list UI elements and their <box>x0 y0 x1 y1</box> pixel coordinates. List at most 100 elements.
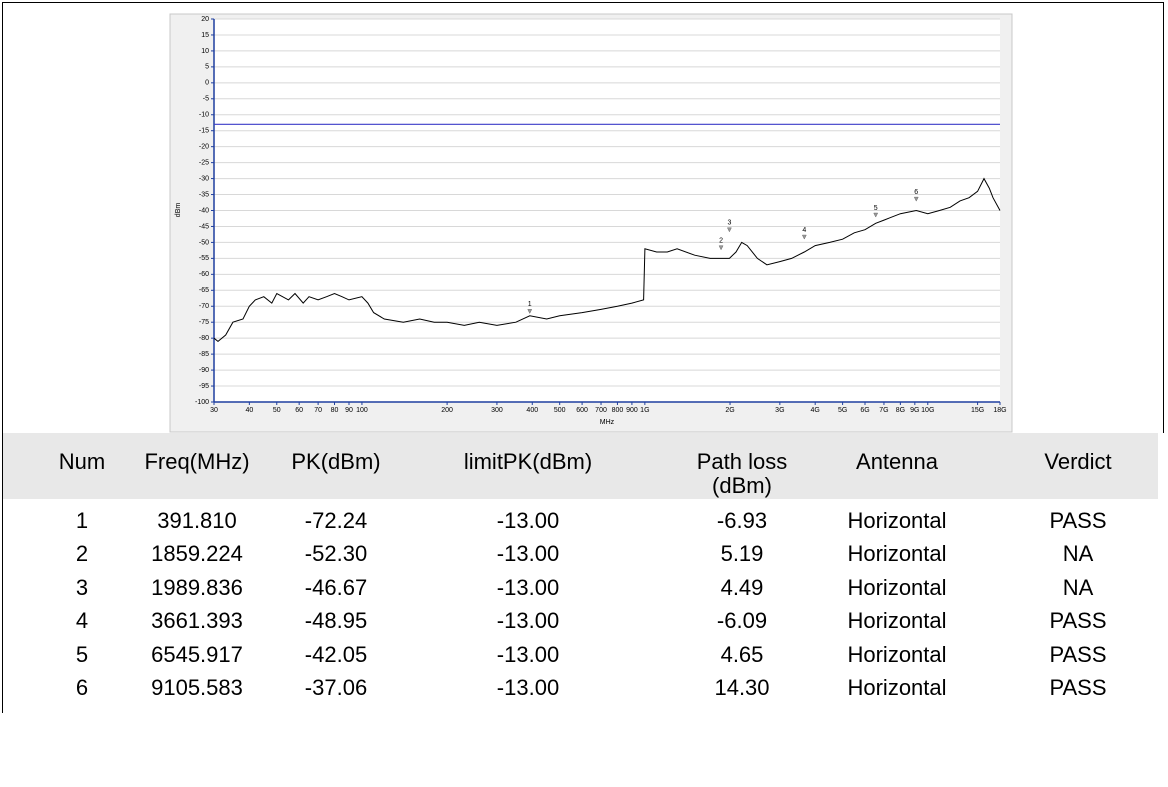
table-cell: -46.67 <box>304 574 368 600</box>
y-tick-label: -40 <box>199 207 209 214</box>
x-tick-label: 1G <box>640 407 649 414</box>
y-tick-label: -95 <box>199 383 209 390</box>
y-tick-label: -10 <box>199 112 209 119</box>
y-tick-label: 0 <box>205 80 209 87</box>
y-tick-label: -70 <box>199 303 209 310</box>
marker <box>801 234 807 240</box>
marker-label: 4 <box>802 227 806 234</box>
table-cell: Verdict <box>1044 449 1112 474</box>
y-tick-label: -90 <box>199 367 209 374</box>
table-cell: Num <box>58 449 106 474</box>
table-cell: -6.09 <box>716 608 768 634</box>
marker <box>527 309 533 314</box>
marker-label: 6 <box>914 189 918 196</box>
x-tick-label: 8G <box>896 407 905 414</box>
x-tick-label: 9G <box>910 407 919 414</box>
table-cell: 4.65 <box>720 641 764 667</box>
y-tick-label: -35 <box>199 191 209 198</box>
table-cell: 9105.583 <box>151 675 243 700</box>
table-header <box>3 433 1158 499</box>
x-tick-label: 200 <box>441 407 453 414</box>
table-cell: -52.30 <box>304 541 368 567</box>
y-tick-label: -15 <box>199 128 209 135</box>
marker-label: 2 <box>719 238 723 245</box>
table-cell: Horizontal <box>847 641 947 667</box>
y-tick-label: -100 <box>195 399 209 406</box>
y-tick-label: -50 <box>199 239 209 246</box>
table-cell: 6545.917 <box>151 641 243 667</box>
table-cell: Horizontal <box>847 574 947 600</box>
x-tick-label: 100 <box>356 407 368 414</box>
table-cell: PASS <box>1049 608 1107 634</box>
table-cell: PASS <box>1049 508 1107 533</box>
x-tick-label: 18G <box>993 407 1006 414</box>
table-cell: -13.00 <box>496 541 560 567</box>
table-cell: Freq(MHz) <box>144 449 250 474</box>
marker-label: 5 <box>874 205 878 212</box>
table-cell: -13.00 <box>496 608 560 634</box>
y-tick-label: 20 <box>201 16 209 23</box>
y-tick-label: -80 <box>199 335 209 342</box>
table-cell: -13.00 <box>496 675 560 700</box>
x-tick-label: 6G <box>860 407 869 414</box>
x-tick-label: 2G <box>725 407 734 414</box>
table-cell: -6.93 <box>716 508 768 533</box>
table-cell: PK(dBm) <box>291 449 381 474</box>
x-tick-label: 15G <box>971 407 984 414</box>
table-cell: 2 <box>75 541 89 567</box>
x-tick-label: 50 <box>273 407 281 414</box>
x-tick-label: 7G <box>879 407 888 414</box>
y-tick-label: -65 <box>199 287 209 294</box>
x-tick-label: 90 <box>345 407 353 414</box>
y-axis-label: dBm <box>175 203 182 218</box>
x-tick-label: 3G <box>775 407 784 414</box>
table-border <box>2 433 3 713</box>
marker <box>718 245 724 251</box>
x-axis-label: MHz <box>600 419 615 426</box>
x-tick-label: 400 <box>526 407 538 414</box>
x-tick-label: 5G <box>838 407 847 414</box>
table-cell: 3661.393 <box>151 608 243 634</box>
chart: dBm MHz -100-95-90-85-80-75-70-65-60-55-… <box>169 13 1013 433</box>
table-cell: Horizontal <box>847 608 947 634</box>
x-tick-label: 80 <box>331 407 339 414</box>
x-tick-label: 4G <box>811 407 820 414</box>
table-cell: 3 <box>75 574 89 600</box>
table-cell: -37.06 <box>304 675 368 700</box>
table-cell: NA <box>1062 574 1094 600</box>
table-cell: Path loss (dBm) <box>696 449 788 498</box>
table-cell: Antenna <box>856 449 938 474</box>
table-cell: -42.05 <box>304 641 368 667</box>
x-tick-label: 40 <box>245 407 253 414</box>
table-cell: 391.810 <box>157 508 237 533</box>
y-tick-label: 10 <box>201 48 209 55</box>
y-tick-label: -20 <box>199 144 209 151</box>
y-tick-label: -60 <box>199 271 209 278</box>
x-tick-label: 30 <box>210 407 218 414</box>
table-cell: 1 <box>75 508 89 533</box>
y-tick-label: 15 <box>201 32 209 39</box>
table-cell: 6 <box>75 675 89 700</box>
y-tick-label: -5 <box>203 96 209 103</box>
x-tick-label: 600 <box>576 407 588 414</box>
chart-frame <box>2 2 1164 433</box>
table-cell: -72.24 <box>304 508 368 533</box>
table-cell: -13.00 <box>496 641 560 667</box>
x-tick-label: 10G <box>921 407 934 414</box>
table-cell: 5 <box>75 641 89 667</box>
y-tick-label: 5 <box>205 64 209 71</box>
y-tick-label: -75 <box>199 319 209 326</box>
x-tick-label: 300 <box>491 407 503 414</box>
y-tick-label: -55 <box>199 255 209 262</box>
x-tick-label: 800 <box>612 407 624 414</box>
y-tick-label: -25 <box>199 159 209 166</box>
x-tick-label: 900 <box>626 407 638 414</box>
table-cell: NA <box>1062 541 1094 567</box>
table-cell: -13.00 <box>496 508 560 533</box>
x-tick-label: 70 <box>314 407 322 414</box>
table-cell: limitPK(dBm) <box>463 449 593 474</box>
x-tick-label: 700 <box>595 407 607 414</box>
y-tick-label: -85 <box>199 351 209 358</box>
table-cell: -48.95 <box>304 608 368 634</box>
table-cell: -13.00 <box>496 574 560 600</box>
